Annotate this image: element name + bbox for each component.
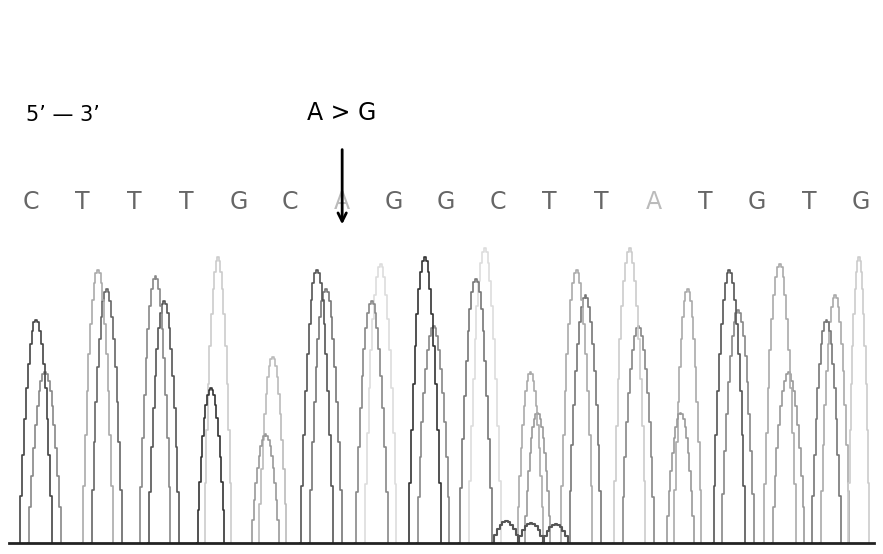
Text: G: G [385,190,404,214]
Text: C: C [23,190,39,214]
Text: T: T [594,190,609,214]
Text: T: T [75,190,90,214]
Text: G: G [437,190,455,214]
Text: T: T [127,190,142,214]
Text: T: T [698,190,713,214]
Text: 5’ — 3’: 5’ — 3’ [26,105,101,125]
Text: A > G: A > G [307,101,377,125]
Text: T: T [179,190,194,214]
Text: T: T [542,190,557,214]
Text: G: G [748,190,766,214]
Text: C: C [489,190,506,214]
Text: C: C [282,190,298,214]
Text: A: A [645,190,661,214]
Text: G: G [852,190,870,214]
Text: A: A [334,190,351,214]
Text: G: G [230,190,247,214]
Text: T: T [802,190,817,214]
